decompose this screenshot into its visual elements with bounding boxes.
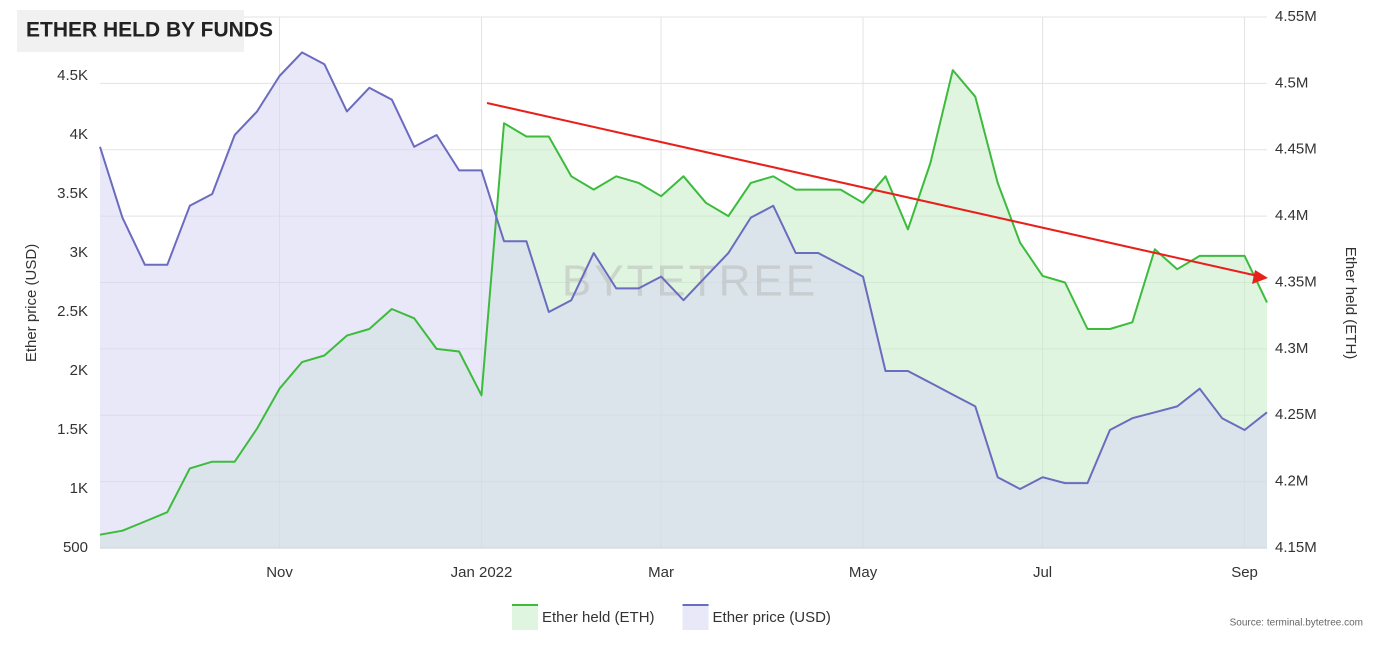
y2-tick-label: 4.15M bbox=[1275, 539, 1317, 556]
y-tick-label: 1K bbox=[70, 480, 88, 497]
y2-tick-label: 4.55M bbox=[1275, 8, 1317, 25]
y-tick-label: 4K bbox=[70, 126, 88, 143]
y-tick-label: 500 bbox=[63, 539, 88, 556]
y-tick-label: 1.5K bbox=[57, 421, 88, 438]
y2-tick-label: 4.5M bbox=[1275, 74, 1308, 91]
chart-title: ETHER HELD BY FUNDS bbox=[26, 19, 273, 42]
x-tick-label: Nov bbox=[266, 564, 293, 581]
legend-swatch bbox=[682, 604, 709, 630]
y2-tick-label: 4.35M bbox=[1275, 273, 1317, 290]
y-axis-label: Ether price (USD) bbox=[23, 244, 40, 362]
title-box bbox=[17, 10, 244, 52]
x-tick-label: Jul bbox=[1033, 564, 1052, 581]
legend-swatch bbox=[512, 604, 538, 630]
y2-axis-label: Ether held (ETH) bbox=[1342, 247, 1359, 360]
legend-label: Ether held (ETH) bbox=[542, 609, 655, 626]
y-tick-label: 2K bbox=[70, 362, 88, 379]
y2-tick-label: 4.25M bbox=[1275, 406, 1317, 423]
legend-label: Ether price (USD) bbox=[713, 609, 831, 626]
watermark: BYTETREE bbox=[562, 257, 818, 306]
line bbox=[99, 51, 1268, 490]
line bbox=[99, 69, 1268, 536]
trend-line bbox=[486, 102, 1259, 277]
y-tick-label: 3K bbox=[70, 244, 88, 261]
x-tick-label: Jan 2022 bbox=[451, 564, 513, 581]
x-tick-label: Sep bbox=[1231, 564, 1258, 581]
x-tick-label: May bbox=[849, 564, 878, 581]
y2-tick-label: 4.4M bbox=[1275, 207, 1308, 224]
y-tick-label: 3.5K bbox=[57, 185, 88, 202]
x-tick-label: Mar bbox=[648, 564, 674, 581]
y-tick-label: 2.5K bbox=[57, 303, 88, 320]
y2-tick-label: 4.2M bbox=[1275, 473, 1308, 490]
legend: Ether held (ETH) Ether price (USD) bbox=[512, 604, 831, 630]
y-tick-label: 4.5K bbox=[57, 67, 88, 84]
source: Source: terminal.bytetree.com bbox=[1230, 618, 1363, 629]
line-layer bbox=[99, 51, 1268, 536]
y2-tick-label: 4.45M bbox=[1275, 141, 1317, 158]
y2-tick-label: 4.3M bbox=[1275, 340, 1308, 357]
trend-arrowhead bbox=[1252, 270, 1268, 284]
